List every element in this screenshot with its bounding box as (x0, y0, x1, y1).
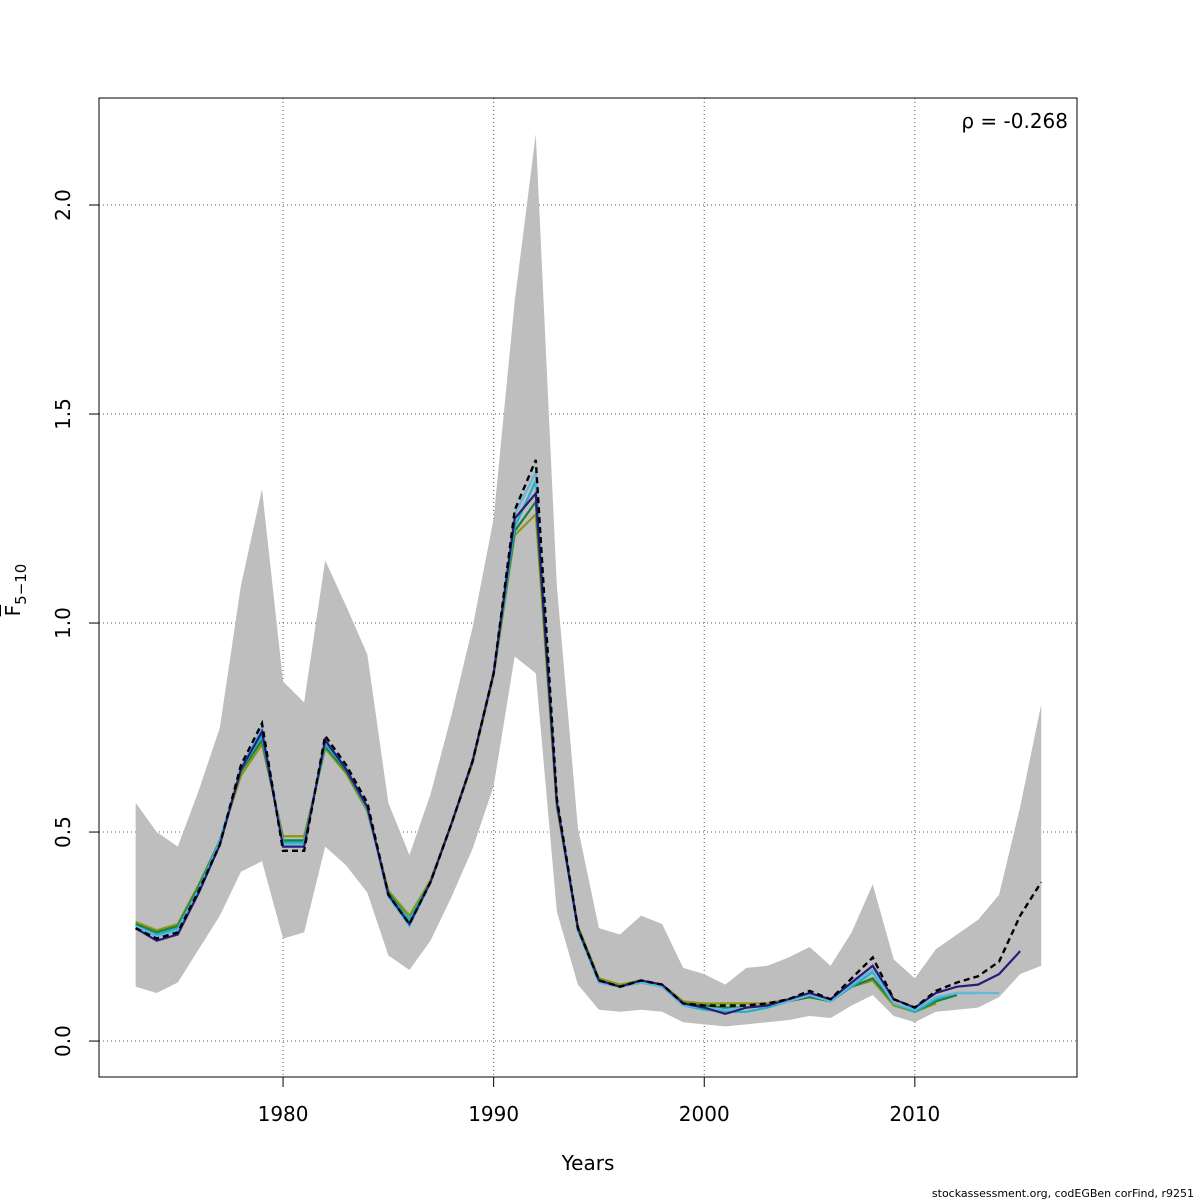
plot-frame (98, 97, 1078, 1078)
x-tick-label: 1990 (468, 1102, 519, 1126)
y-tick-label: 1.0 (51, 607, 75, 639)
y-tick-label: 0.0 (51, 1025, 75, 1057)
y-axis-label: F5−10 (1, 564, 30, 617)
y-tick-label: 1.5 (51, 398, 75, 430)
x-axis-label: Years (561, 1151, 615, 1175)
series-line (135, 459, 1043, 1009)
y-axis-label-main: F (1, 605, 25, 617)
confidence-band (135, 133, 1042, 1027)
y-tick-label: 0.5 (51, 816, 75, 848)
annotation: ρ = -0.268 (961, 109, 1068, 133)
x-tick-label: 1980 (258, 1102, 309, 1126)
y-tick-label: 2.0 (51, 189, 75, 221)
x-tick-label: 2000 (679, 1102, 730, 1126)
y-axis-label-subscript: 5−10 (12, 564, 30, 605)
footer: stockassessment.org, codEGBen corFind, r… (932, 1187, 1194, 1200)
x-tick-label: 2010 (889, 1102, 940, 1126)
